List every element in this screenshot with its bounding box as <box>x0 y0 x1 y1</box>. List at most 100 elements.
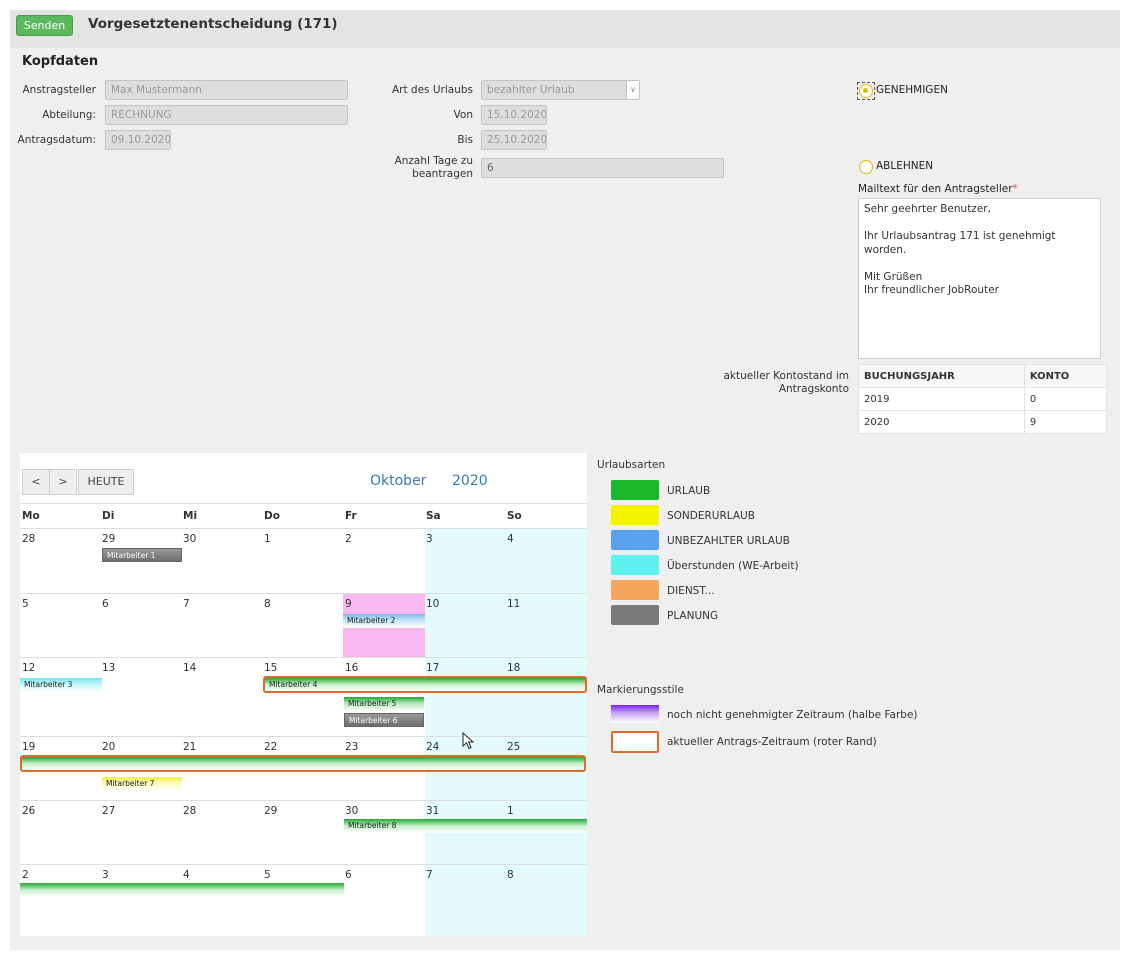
prev-month-button[interactable]: < <box>22 469 50 495</box>
calendar-week: 19 20 21 22 23 24 25 Mitarbeiter 7 <box>20 737 587 801</box>
legend-swatch <box>611 605 659 625</box>
calendar-event[interactable]: Mitarbeiter 5 <box>344 697 424 711</box>
day-cell[interactable]: 23 <box>345 741 359 753</box>
legend-label: DIENST... <box>667 585 715 597</box>
abteilung-field[interactable]: RECHNUNG <box>105 105 348 125</box>
day-cell[interactable]: 6 <box>345 869 352 881</box>
calendar-event[interactable]: Mitarbeiter 7 <box>102 777 182 791</box>
account-label: aktueller Kontostand im Antragskonto <box>723 370 849 395</box>
account-table: BUCHUNGSJAHR KONTO 2019 0 2020 9 <box>858 364 1108 434</box>
send-button[interactable]: Senden <box>16 15 73 36</box>
day-cell[interactable]: 17 <box>426 662 440 674</box>
page-title: Vorgesetztenentscheidung (171) <box>88 16 338 32</box>
day-cell[interactable]: 16 <box>345 662 359 674</box>
art-select[interactable]: bezahlter Urlaub ∨ <box>481 80 640 100</box>
day-cell[interactable]: 26 <box>22 805 36 817</box>
day-cell[interactable]: 7 <box>426 869 433 881</box>
day-cell[interactable]: 28 <box>22 533 36 545</box>
approve-radio[interactable] <box>859 84 873 98</box>
calendar-event-current-request[interactable]: Mitarbeiter 4 <box>263 676 587 693</box>
dayname: Mi <box>183 510 198 522</box>
calendar-week: 2 3 4 5 6 7 8 <box>20 865 587 936</box>
day-cell[interactable]: 30 <box>183 533 197 545</box>
mail-textarea[interactable]: Sehr geehrter Benutzer, Ihr Urlaubsantra… <box>858 198 1101 359</box>
day-cell[interactable]: 1 <box>507 805 514 817</box>
day-cell[interactable]: 9 <box>345 598 352 610</box>
radio-focus-outline <box>857 82 875 100</box>
calendar-week: 12 13 14 15 16 17 18 Mitarbeiter 3 Mitar… <box>20 658 587 737</box>
table-cell: 2020 <box>858 410 1025 434</box>
calendar-month: Oktober <box>370 473 427 489</box>
day-cell[interactable]: 24 <box>426 741 440 753</box>
day-cell[interactable]: 4 <box>507 533 514 545</box>
day-cell[interactable]: 2 <box>345 533 352 545</box>
calendar-event[interactable]: Mitarbeiter 1 <box>102 548 182 562</box>
calendar-event[interactable]: Mitarbeiter 8 <box>344 819 587 833</box>
day-cell[interactable]: 3 <box>102 869 109 881</box>
column-header: BUCHUNGSJAHR <box>858 364 1025 388</box>
day-cell[interactable]: 31 <box>426 805 440 817</box>
day-cell[interactable]: 11 <box>507 598 521 610</box>
day-cell[interactable]: 20 <box>102 741 116 753</box>
weekend-shade <box>425 594 587 657</box>
day-cell[interactable]: 12 <box>22 662 36 674</box>
marking-label: noch nicht genehmigter Zeitraum (halbe F… <box>667 709 918 721</box>
day-cell[interactable]: 15 <box>264 662 278 674</box>
von-field[interactable]: 15.10.2020 <box>481 105 547 125</box>
day-cell[interactable]: 29 <box>102 533 116 545</box>
main-panel: Kopfdaten Anstragsteller Max Mustermann … <box>10 48 1120 950</box>
calendar-event[interactable]: Mitarbeiter 2 <box>343 614 425 628</box>
day-cell[interactable]: 1 <box>264 533 271 545</box>
day-cell[interactable]: 25 <box>507 741 521 753</box>
day-cell[interactable]: 8 <box>264 598 271 610</box>
day-cell[interactable]: 4 <box>183 869 190 881</box>
day-cell[interactable]: 28 <box>183 805 197 817</box>
table-row: 2019 0 <box>858 387 1108 411</box>
day-cell[interactable]: 6 <box>102 598 109 610</box>
calendar-event[interactable]: Mitarbeiter 6 <box>344 713 424 727</box>
day-cell[interactable]: 30 <box>345 805 359 817</box>
marking-swatch-unapproved <box>611 705 659 723</box>
dayname: Di <box>102 510 115 522</box>
day-cell[interactable]: 27 <box>102 805 116 817</box>
day-cell[interactable]: 13 <box>102 662 116 674</box>
art-label: Art des Urlaubs <box>391 84 473 96</box>
day-cell[interactable]: 10 <box>426 598 440 610</box>
day-cell[interactable]: 8 <box>507 869 514 881</box>
dayname: Sa <box>426 510 441 522</box>
antragsdatum-field[interactable]: 09.10.2020 <box>105 130 171 150</box>
calendar-year: 2020 <box>452 473 488 489</box>
top-bar: Senden Vorgesetztenentscheidung (171) <box>10 10 1120 48</box>
weekend-shade <box>425 865 587 936</box>
day-cell[interactable]: 19 <box>22 741 36 753</box>
reject-radio[interactable] <box>859 160 873 174</box>
von-label: Von <box>453 109 473 121</box>
day-cell[interactable]: 14 <box>183 662 197 674</box>
day-cell[interactable]: 5 <box>264 869 271 881</box>
approve-label: GENEHMIGEN <box>876 84 948 96</box>
bis-field[interactable]: 25.10.2020 <box>481 130 547 150</box>
calendar-event[interactable]: Mitarbeiter 3 <box>20 678 102 692</box>
day-cell[interactable]: 2 <box>22 869 29 881</box>
day-cell[interactable]: 7 <box>183 598 190 610</box>
day-cell[interactable]: 22 <box>264 741 278 753</box>
tage-field[interactable]: 6 <box>481 158 724 178</box>
calendar-event[interactable] <box>20 883 344 897</box>
today-button[interactable]: HEUTE <box>78 469 134 495</box>
section-title: Kopfdaten <box>22 54 99 69</box>
legend-label: URLAUB <box>667 485 711 497</box>
day-cell[interactable]: 3 <box>426 533 433 545</box>
legend-swatch <box>611 530 659 550</box>
calendar-event-current-request[interactable] <box>20 755 586 772</box>
legend-label: PLANUNG <box>667 610 719 622</box>
day-cell[interactable]: 21 <box>183 741 197 753</box>
next-month-button[interactable]: > <box>49 469 77 495</box>
chevron-down-icon[interactable]: ∨ <box>626 81 639 99</box>
antragsdatum-label: Antragsdatum: <box>17 134 96 146</box>
day-cell[interactable]: 18 <box>507 662 521 674</box>
day-cell[interactable]: 5 <box>22 598 29 610</box>
legend-label: Überstunden (WE-Arbeit) <box>667 560 799 572</box>
day-cell[interactable]: 29 <box>264 805 278 817</box>
table-header-row: BUCHUNGSJAHR KONTO <box>858 364 1108 388</box>
antragsteller-field[interactable]: Max Mustermann <box>105 80 348 100</box>
